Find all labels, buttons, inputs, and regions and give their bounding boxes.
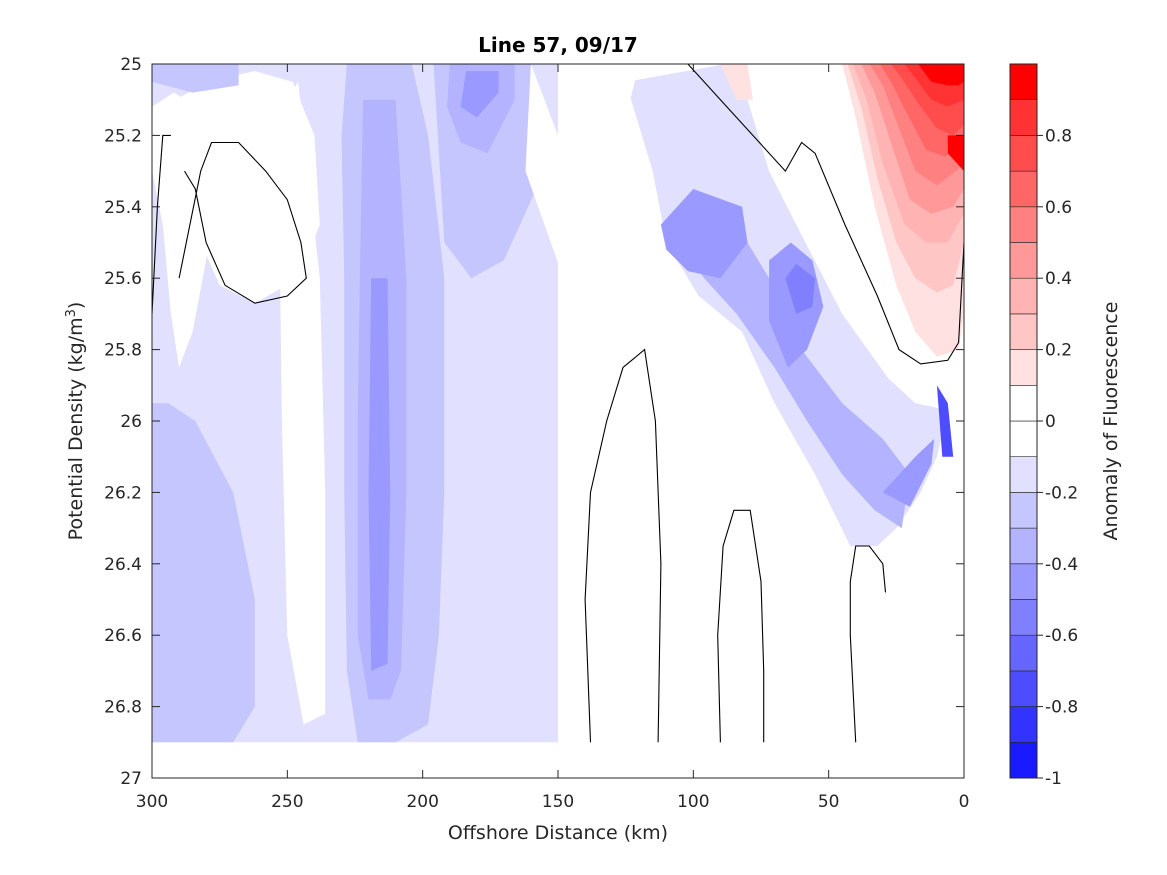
y-tick-label: 25.8 bbox=[104, 341, 142, 361]
colorbar-swatch-5 bbox=[1009, 563, 1038, 600]
colorbar-tick-label: 0.2 bbox=[1045, 341, 1072, 361]
colorbar-tick-label: -0.8 bbox=[1045, 698, 1078, 718]
chart-title: Line 57, 09/17 bbox=[478, 33, 638, 57]
x-tick-label: 300 bbox=[136, 792, 168, 812]
contour-region-16 bbox=[785, 263, 816, 314]
colorbar-tick-label: -0.4 bbox=[1045, 555, 1078, 575]
x-tick-label: 250 bbox=[271, 792, 303, 812]
colorbar-swatch-16 bbox=[1009, 170, 1038, 208]
y-tick-label: 25.6 bbox=[104, 269, 142, 289]
colorbar-tick-label: 0 bbox=[1045, 412, 1056, 432]
contour-region-32 bbox=[918, 64, 964, 86]
colorbar-swatch-19 bbox=[1009, 63, 1038, 101]
colorbar-swatch-0 bbox=[1009, 741, 1038, 779]
colorbar-swatch-17 bbox=[1009, 135, 1038, 172]
x-axis: 300 250 200 150 100 50 0 bbox=[136, 64, 970, 812]
colorbar-label: Anomaly of Fluorescence bbox=[1100, 302, 1122, 541]
zero-contour-line-3 bbox=[717, 509, 765, 743]
colorbar-swatch-6 bbox=[1009, 527, 1038, 565]
colorbar-tick-label: -0.2 bbox=[1045, 483, 1078, 503]
colorbar-swatch-3 bbox=[1009, 634, 1038, 672]
colorbar-swatches bbox=[1009, 63, 1038, 779]
y-axis-label-superscript: 3 bbox=[64, 309, 79, 317]
colorbar-swatch-18 bbox=[1009, 99, 1038, 136]
contour-region-20 bbox=[563, 64, 640, 154]
y-tick-label: 25 bbox=[120, 55, 142, 75]
colorbar-tick-label: 0.8 bbox=[1045, 126, 1072, 146]
colorbar-swatch-11 bbox=[1009, 349, 1038, 386]
y-tick-label: 26.4 bbox=[104, 555, 142, 575]
y-tick-label: 25.4 bbox=[104, 198, 142, 218]
colorbar-swatch-15 bbox=[1009, 206, 1038, 243]
x-tick-label: 100 bbox=[677, 792, 709, 812]
y-tick-label: 26.6 bbox=[104, 626, 142, 646]
x-tick-label: 150 bbox=[542, 792, 574, 812]
plot-area bbox=[151, 63, 965, 779]
colorbar-swatch-13 bbox=[1009, 277, 1038, 315]
zero-contour-line-2 bbox=[584, 348, 662, 743]
y-axis-label: Potential Density (kg/m3) bbox=[64, 302, 88, 541]
colorbar-tick-label: 0.4 bbox=[1045, 269, 1072, 289]
colorbar-swatch-14 bbox=[1009, 242, 1038, 279]
zero-contour-lines bbox=[152, 64, 964, 743]
colorbar-tick-label: -0.6 bbox=[1045, 626, 1078, 646]
contour-region-14 bbox=[660, 189, 748, 279]
x-tick-label: 50 bbox=[818, 792, 840, 812]
contour-region-23 bbox=[720, 64, 753, 100]
colorbar-swatch-12 bbox=[1009, 313, 1038, 350]
y-axis-label-main: Potential Density (kg/m bbox=[65, 317, 87, 540]
contour-region-3 bbox=[279, 81, 326, 725]
x-tick-label: 0 bbox=[959, 792, 970, 812]
colorbar-swatch-10 bbox=[1009, 384, 1038, 422]
contour-region-4 bbox=[152, 403, 255, 743]
x-tick-label: 200 bbox=[406, 792, 438, 812]
colorbar-tick-label: 0.6 bbox=[1045, 198, 1072, 218]
colorbar-swatch-9 bbox=[1009, 420, 1038, 458]
zero-contour-line-0 bbox=[152, 134, 171, 314]
contour-region-10 bbox=[368, 278, 391, 671]
contour-region-2 bbox=[152, 92, 212, 368]
zero-contour-line-5 bbox=[687, 64, 964, 365]
colorbar-tick-label: -1 bbox=[1045, 769, 1062, 789]
contour-region-17 bbox=[882, 438, 935, 507]
zero-contour-line-1 bbox=[178, 141, 307, 304]
filled-contours bbox=[152, 64, 964, 743]
zero-contour-line-4 bbox=[849, 545, 887, 743]
y-tick-label: 26.8 bbox=[104, 698, 142, 718]
y-tick-label: 25.2 bbox=[104, 126, 142, 146]
colorbar-swatch-8 bbox=[1009, 456, 1038, 493]
colorbar-swatch-1 bbox=[1009, 706, 1038, 743]
x-axis-label: Offshore Distance (km) bbox=[448, 822, 668, 844]
y-tick-label: 27 bbox=[120, 769, 142, 789]
contour-region-5 bbox=[152, 64, 239, 93]
colorbar: -1 -0.8 -0.6 -0.4 -0.2 0 0.2 0.4 0.6 0.8 Anomaly … bbox=[1009, 63, 1122, 789]
y-tick-label: 26 bbox=[120, 412, 142, 432]
y-tick-label: 26.2 bbox=[104, 483, 142, 503]
colorbar-ticks: -1 -0.8 -0.6 -0.4 -0.2 0 0.2 0.4 0.6 0.8 bbox=[1037, 126, 1078, 789]
y-axis: 25 25.2 25.4 25.6 25.8 26 26.2 26.4 26.6 26.8 27 bbox=[104, 55, 964, 789]
colorbar-swatch-4 bbox=[1009, 599, 1038, 636]
colorbar-swatch-2 bbox=[1009, 670, 1038, 707]
contour-region-11 bbox=[460, 71, 499, 118]
y-axis-label-close: ) bbox=[65, 302, 87, 309]
contour-region-33 bbox=[947, 135, 964, 172]
contour-region-22 bbox=[823, 563, 899, 743]
contour-region-18 bbox=[936, 385, 954, 457]
colorbar-swatch-7 bbox=[1009, 492, 1038, 529]
